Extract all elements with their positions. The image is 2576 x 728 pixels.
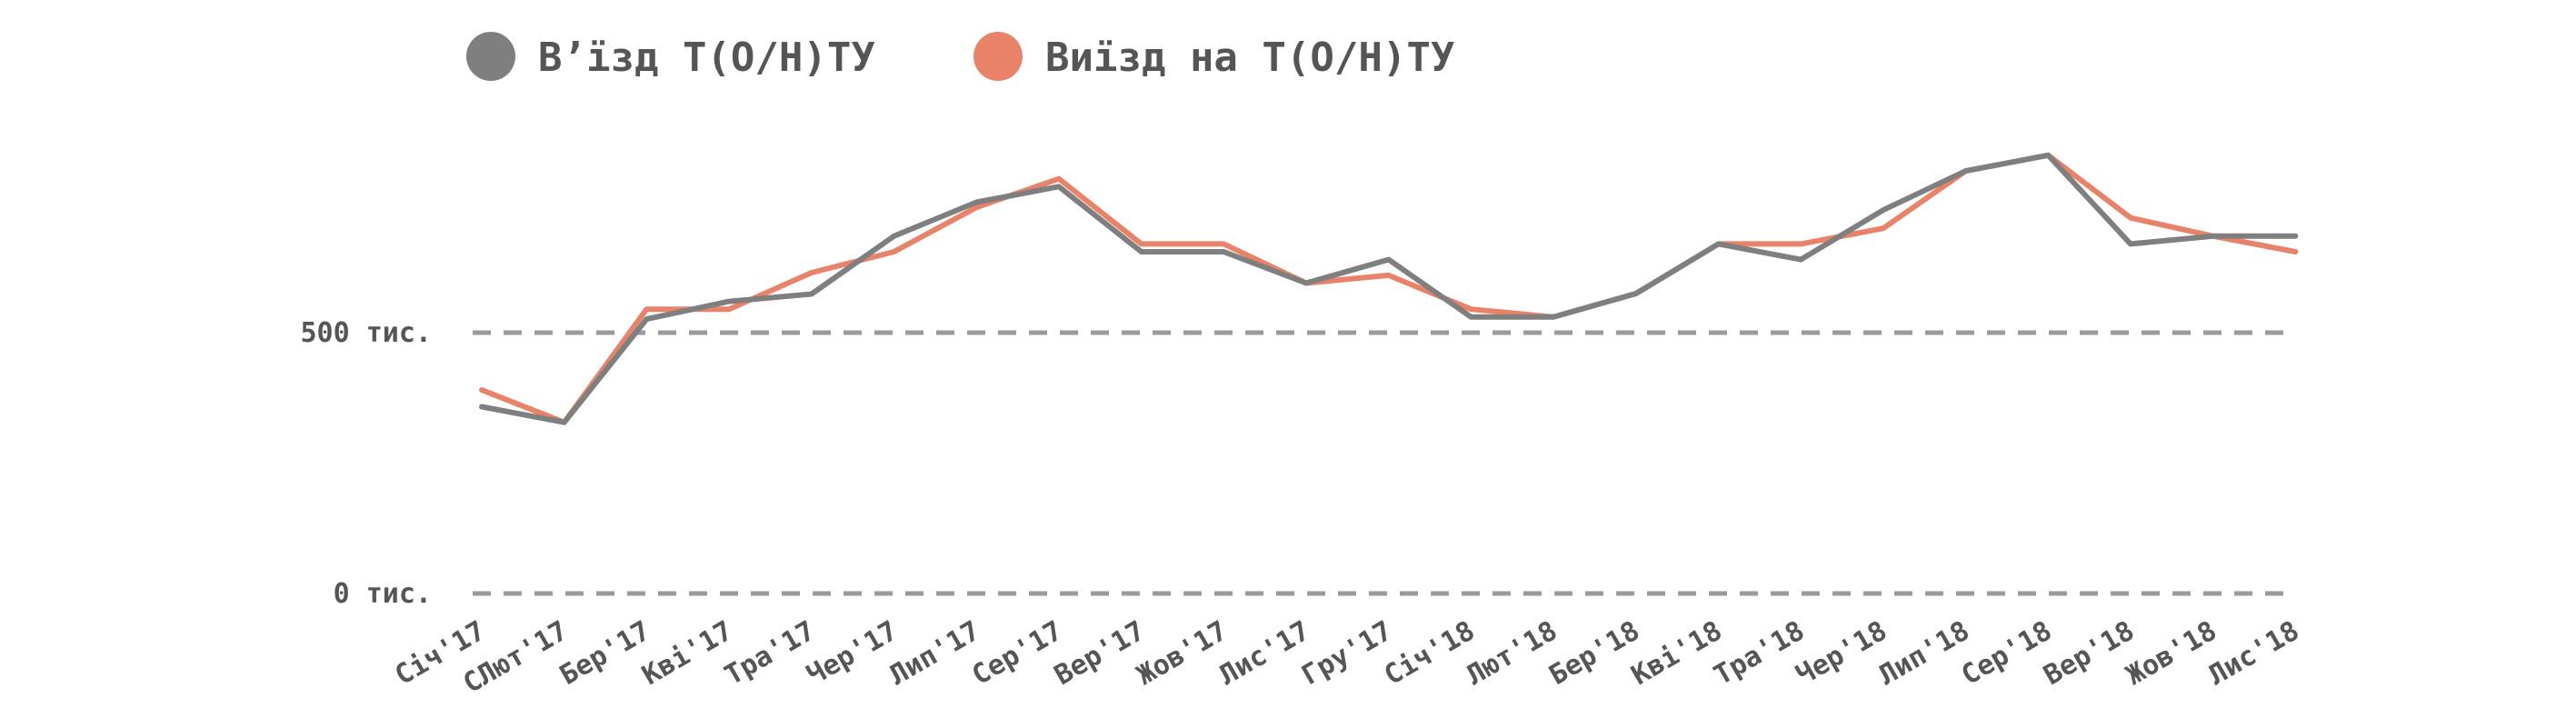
x-tick-label: Сер'18 xyxy=(1956,615,2057,692)
y-tick-label-500: 500 тис. xyxy=(301,317,433,349)
x-tick-label: Кві'18 xyxy=(1626,615,1727,692)
legend-marker-2 xyxy=(973,32,1023,81)
x-tick-label: Чер'18 xyxy=(1792,615,1892,692)
y-tick-label-0: 0 тис. xyxy=(334,578,432,610)
x-tick-label: Сер'17 xyxy=(967,615,1068,692)
x-tick-label: Лип'18 xyxy=(1873,615,1974,692)
x-tick-label: Лют'18 xyxy=(1462,615,1563,692)
x-tick-label: Тра'18 xyxy=(1709,615,1810,692)
x-tick-label: Бер'18 xyxy=(1543,615,1644,692)
x-tick-label: Жов'17 xyxy=(1132,615,1233,692)
x-tick-label: Лис'18 xyxy=(2203,615,2304,692)
series-lines xyxy=(479,152,2299,425)
series-line-1 xyxy=(479,152,2299,425)
series-line-2 xyxy=(479,152,2299,425)
y-axis-ticks: 0 тис. 500 тис. xyxy=(301,317,433,610)
x-tick-label: Гру'17 xyxy=(1296,615,1397,692)
x-tick-label: Вер'18 xyxy=(2039,615,2140,692)
x-tick-label: Кві'17 xyxy=(637,615,738,692)
x-tick-label: Січ'18 xyxy=(1379,615,1480,692)
x-tick-label: Тра'17 xyxy=(719,615,820,692)
legend: В’їзд Т(О/Н)ТУ Виїзд на Т(О/Н)ТУ xyxy=(466,32,1454,81)
x-tick-label: Бер'17 xyxy=(554,615,655,692)
x-tick-label: Чер'17 xyxy=(802,615,903,692)
legend-label-2: Виїзд на Т(О/Н)ТУ xyxy=(1045,35,1454,81)
x-tick-label: Лис'17 xyxy=(1214,615,1315,692)
gridlines xyxy=(473,330,2291,596)
x-tick-label: Лип'17 xyxy=(884,615,985,692)
x-tick-label: Жов'18 xyxy=(2121,615,2222,692)
x-tick-label: Вер'17 xyxy=(1049,615,1150,692)
legend-marker-1 xyxy=(466,32,515,81)
legend-label-1: В’їзд Т(О/Н)ТУ xyxy=(538,35,875,81)
x-axis-ticks: Січ'17СЛют'17Бер'17Кві'17Тра'17Чер'17Лип… xyxy=(390,615,2305,701)
